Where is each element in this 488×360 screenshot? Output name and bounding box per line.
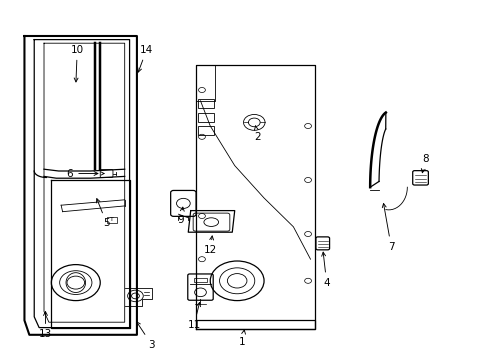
- Bar: [195, 320, 315, 329]
- Text: 2: 2: [254, 126, 261, 142]
- Text: 4: 4: [321, 252, 329, 288]
- Bar: [198, 126, 213, 135]
- Text: 6: 6: [66, 168, 98, 179]
- Text: 8: 8: [421, 154, 428, 173]
- Text: 5: 5: [96, 199, 110, 228]
- Text: 7: 7: [382, 203, 394, 252]
- Text: 1: 1: [238, 330, 245, 347]
- Text: 3: 3: [136, 322, 155, 350]
- Bar: [193, 278, 207, 282]
- Text: 10: 10: [71, 45, 83, 82]
- Text: 14: 14: [138, 45, 153, 72]
- Bar: [106, 217, 117, 223]
- Bar: [198, 113, 213, 122]
- Text: 11: 11: [187, 302, 201, 330]
- Text: 9: 9: [177, 207, 184, 225]
- Bar: [198, 99, 213, 108]
- Text: 12: 12: [203, 236, 217, 255]
- Text: 13: 13: [39, 312, 52, 339]
- Text: T: T: [110, 217, 114, 222]
